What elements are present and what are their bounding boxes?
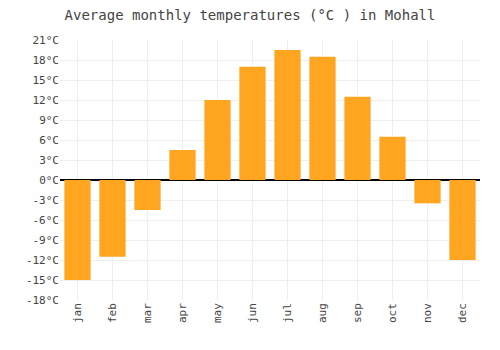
svg-text:jul: jul <box>281 303 294 323</box>
svg-text:dec: dec <box>456 303 469 323</box>
svg-text:-12°C: -12°C <box>26 254 59 267</box>
svg-text:oct: oct <box>386 303 399 323</box>
svg-text:jun: jun <box>246 303 259 323</box>
svg-text:feb: feb <box>106 303 119 323</box>
svg-text:0°C: 0°C <box>39 174 59 187</box>
svg-text:12°C: 12°C <box>33 94 60 107</box>
svg-text:nov: nov <box>421 303 434 323</box>
svg-text:Average monthly temperatures (: Average monthly temperatures (°C ) in Mo… <box>65 7 436 23</box>
svg-text:6°C: 6°C <box>39 134 59 147</box>
svg-text:-18°C: -18°C <box>26 294 59 307</box>
svg-text:9°C: 9°C <box>39 114 59 127</box>
svg-text:-6°C: -6°C <box>33 214 60 227</box>
svg-text:mar: mar <box>141 303 154 323</box>
svg-text:3°C: 3°C <box>39 154 59 167</box>
svg-text:aug: aug <box>316 303 329 323</box>
svg-text:apr: apr <box>176 303 189 323</box>
svg-text:-9°C: -9°C <box>33 234 60 247</box>
svg-text:-3°C: -3°C <box>33 194 60 207</box>
svg-text:sep: sep <box>351 303 364 323</box>
svg-text:may: may <box>211 303 224 323</box>
svg-text:18°C: 18°C <box>33 54 60 67</box>
svg-text:-15°C: -15°C <box>26 274 59 287</box>
svg-text:15°C: 15°C <box>33 74 60 87</box>
svg-text:21°C: 21°C <box>33 34 60 47</box>
svg-text:jan: jan <box>71 303 84 323</box>
